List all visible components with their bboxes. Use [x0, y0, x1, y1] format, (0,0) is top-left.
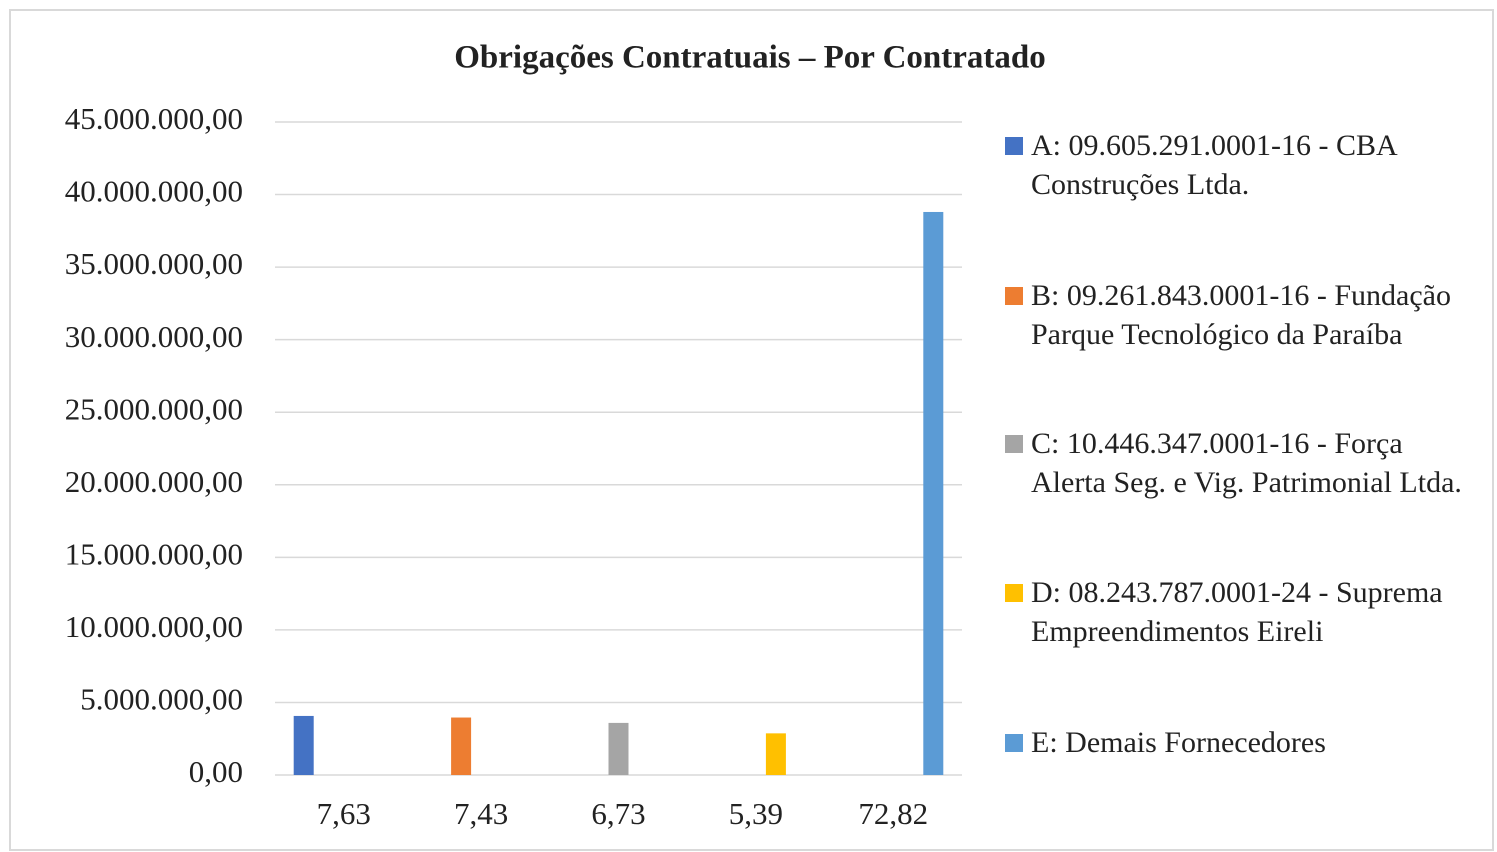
legend-marker	[1005, 137, 1023, 155]
y-tick-label: 0,00	[189, 754, 243, 789]
bar	[293, 715, 314, 775]
legend-marker	[1005, 287, 1023, 305]
y-tick-label: 35.000.000,00	[65, 246, 243, 281]
y-tick-label: 5.000.000,00	[80, 682, 243, 717]
bar	[608, 722, 629, 775]
legend-label: A: 09.605.291.0001-16 - CBA Construções …	[1031, 129, 1397, 201]
legend-marker	[1005, 734, 1023, 752]
legend-item: C: 10.446.347.0001-16 - Força Alerta Seg…	[1005, 424, 1465, 502]
x-tick-label: 72,82	[858, 796, 928, 831]
bar	[923, 211, 944, 776]
legend-item: D: 08.243.787.0001-24 - Suprema Empreend…	[1005, 573, 1465, 651]
legend-marker	[1005, 584, 1023, 602]
x-tick-label: 7,63	[317, 796, 371, 831]
legend-label: B: 09.261.843.0001-16 - Fundação Parque …	[1031, 279, 1451, 351]
chart-title: Obrigações Contratuais – Por Contratado	[454, 40, 1046, 76]
legend-label: E: Demais Fornecedores	[1031, 726, 1326, 759]
y-tick-label: 40.000.000,00	[65, 174, 243, 209]
y-tick-label: 20.000.000,00	[65, 464, 243, 499]
y-tick-label: 30.000.000,00	[65, 319, 243, 354]
y-tick-label: 15.000.000,00	[65, 536, 243, 571]
legend-label: D: 08.243.787.0001-24 - Suprema Empreend…	[1031, 576, 1443, 648]
legend-marker	[1005, 435, 1023, 453]
x-tick-label: 6,73	[591, 796, 645, 831]
y-tick-label: 10.000.000,00	[65, 609, 243, 644]
x-tick-label: 7,43	[454, 796, 508, 831]
x-tick-label: 5,39	[729, 796, 783, 831]
chart-frame	[9, 9, 1494, 851]
bar	[765, 733, 786, 775]
y-tick-label: 45.000.000,00	[65, 101, 243, 136]
legend-item: E: Demais Fornecedores	[1005, 723, 1465, 762]
legend-label: C: 10.446.347.0001-16 - Força Alerta Seg…	[1031, 427, 1462, 499]
y-tick-label: 25.000.000,00	[65, 391, 243, 426]
legend-item: A: 09.605.291.0001-16 - CBA Construções …	[1005, 126, 1465, 204]
legend-item: B: 09.261.843.0001-16 - Fundação Parque …	[1005, 276, 1465, 354]
bar	[451, 717, 472, 775]
